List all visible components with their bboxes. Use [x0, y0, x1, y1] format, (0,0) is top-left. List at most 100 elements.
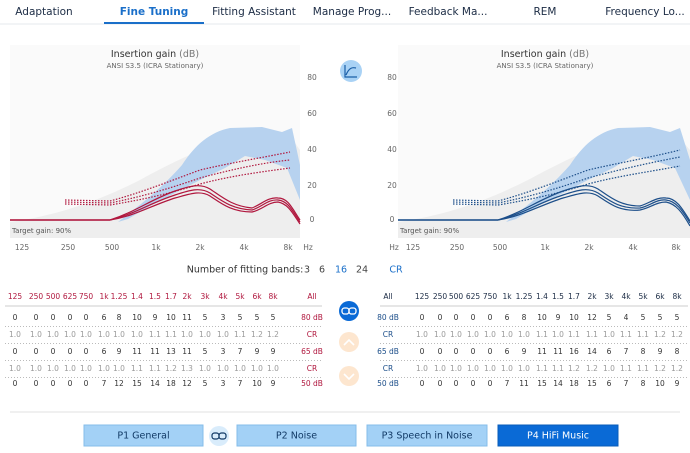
band-option[interactable]: 24: [356, 265, 368, 276]
table-cell: 12: [114, 379, 124, 388]
program-link-button[interactable]: [209, 426, 229, 446]
table-cell: 15: [587, 379, 597, 388]
x-tick-label: 4k: [628, 243, 638, 252]
table-cell: 9: [556, 313, 561, 322]
table-cell: 10: [537, 313, 547, 322]
table-cell: 1.1: [620, 364, 632, 373]
table-header: 1.7: [568, 292, 580, 301]
tab[interactable]: REM: [534, 6, 557, 18]
increase-button[interactable]: [339, 332, 359, 352]
table-cell: 1.0: [199, 330, 211, 339]
table-cell: 10: [166, 313, 176, 322]
tab[interactable]: Fine Tuning: [120, 6, 189, 18]
table-header: 5k: [638, 292, 648, 301]
table-cell: 1.0: [434, 364, 446, 373]
table-header: 250: [29, 292, 44, 301]
band-option[interactable]: 3: [304, 265, 310, 276]
table-cell: 1.1: [586, 330, 598, 339]
tab[interactable]: Frequency Lo...: [605, 6, 685, 18]
x-tick-label: 500: [105, 243, 120, 252]
table-cell: 1.0: [217, 364, 229, 373]
table-cell: 18: [166, 379, 176, 388]
table-cell: 1.1: [149, 364, 161, 373]
x-tick-label: 250: [61, 243, 76, 252]
table-cell: 0: [51, 347, 56, 356]
table-cell: 1.0: [98, 330, 110, 339]
x-tick-label: 250: [450, 243, 465, 252]
table-cell: 1.0: [434, 330, 446, 339]
table-cell: 1.0: [113, 330, 125, 339]
table-cell: 13: [166, 347, 176, 356]
x-tick-label: 1k: [540, 243, 550, 252]
table-cell: 0: [68, 347, 73, 356]
table-cell: 15: [132, 379, 142, 388]
table-cell: 10: [569, 313, 579, 322]
icon: [344, 65, 357, 78]
table-cell: 1.0: [217, 330, 229, 339]
gain-curve: [398, 189, 690, 224]
x-tick-label: Hz: [389, 243, 399, 252]
table-cell: 1.0: [501, 364, 513, 373]
band-option[interactable]: 16: [335, 265, 347, 276]
table-cell: 1.0: [80, 330, 92, 339]
tab[interactable]: Adaptation: [15, 6, 72, 18]
table-header: All: [383, 292, 392, 301]
y-tick-label: 40: [387, 145, 397, 154]
program-button[interactable]: [497, 424, 619, 447]
title-unit: (dB): [569, 49, 589, 60]
tab[interactable]: Fitting Assistant: [212, 6, 296, 18]
table-cell: 1.0: [9, 330, 21, 339]
table-cell: 8: [675, 347, 680, 356]
table-cell: 7: [238, 347, 243, 356]
decrease-button[interactable]: [339, 366, 359, 386]
table-cell: 4: [624, 313, 629, 322]
table-cell: 1.2: [671, 330, 683, 339]
table-cell: 12: [587, 313, 597, 322]
table-cell: 1.0: [467, 330, 479, 339]
table-cell: 11: [519, 379, 529, 388]
table-cell: 0: [471, 313, 476, 322]
tab[interactable]: Manage Prog...: [313, 6, 391, 18]
table-cell: 1.0: [251, 364, 263, 373]
program-label: P4 HiFi Music: [527, 431, 589, 442]
table-cell: 1.0: [9, 364, 21, 373]
program-button[interactable]: [236, 424, 357, 447]
table-cell: 0: [471, 379, 476, 388]
program-button[interactable]: [83, 424, 204, 447]
table-cell: 0: [68, 313, 73, 322]
table-cell: 1.1: [536, 330, 548, 339]
table-cell: 0: [51, 379, 56, 388]
table-header: 1.25: [111, 292, 128, 301]
table-header: 1.7: [165, 292, 177, 301]
bands-label: Number of fitting bands:: [187, 265, 304, 276]
curve-view-button[interactable]: [340, 60, 362, 82]
table-cell: 11: [537, 347, 547, 356]
cr-option[interactable]: CR: [389, 265, 403, 276]
program-button[interactable]: [366, 424, 488, 447]
table-cell: 1.0: [64, 364, 76, 373]
tab[interactable]: Feedback Ma...: [409, 6, 488, 18]
table-cell: 1.0: [98, 364, 110, 373]
table-cell: 0: [438, 313, 443, 322]
table-cell: 9: [153, 313, 158, 322]
table-cell: 9: [271, 347, 276, 356]
link-button[interactable]: [339, 301, 359, 321]
table-cell: 6: [505, 347, 510, 356]
gain-curve: [10, 192, 301, 225]
table-header: 8k: [268, 292, 278, 301]
table-cell: 12: [182, 379, 192, 388]
table-cell: 5: [271, 313, 276, 322]
table-cell: 5: [203, 313, 208, 322]
table-cell: 0: [34, 379, 39, 388]
gain-curve: [10, 189, 301, 223]
table-header: 6k: [655, 292, 665, 301]
chart-note: Target gain: 90%: [399, 227, 459, 235]
icon: [348, 307, 357, 315]
table-cell: 7: [102, 379, 107, 388]
table-cell: 8: [641, 347, 646, 356]
icon: [218, 432, 227, 440]
band-option[interactable]: 6: [319, 265, 325, 276]
table-header: 4k: [621, 292, 631, 301]
row-label: 80 dB: [377, 313, 399, 322]
gain-curve: [10, 185, 301, 221]
